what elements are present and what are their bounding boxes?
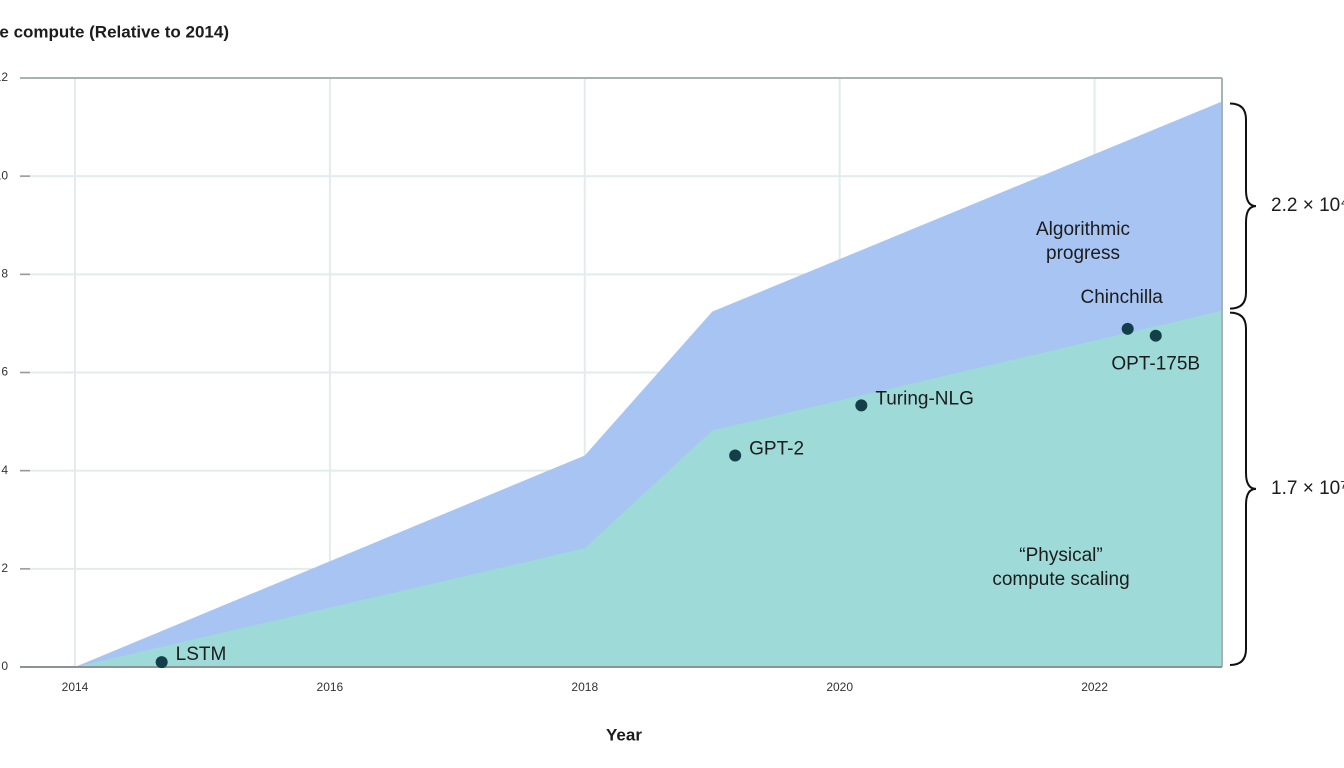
chart-title: Effective compute (Relative to 2014): [0, 22, 229, 41]
x-tick-label: 2022: [1081, 680, 1108, 694]
brace-label: 2.2 × 10⁴: [1271, 195, 1344, 216]
model-point: [1121, 322, 1134, 335]
model-point: [155, 656, 168, 669]
model-point: [855, 399, 868, 412]
area-annotation: progress: [1046, 243, 1120, 264]
area-annotation: Algorithmic: [1036, 219, 1130, 240]
x-axis-label: Year: [606, 725, 642, 744]
point-label: Chinchilla: [1081, 287, 1164, 308]
x-tick-label: 2016: [317, 680, 344, 694]
point-label: Turing-NLG: [875, 388, 974, 409]
brace: [1229, 311, 1257, 666]
y-tick-label: 12: [0, 70, 8, 84]
model-point: [1149, 329, 1162, 342]
y-tick-label: 4: [1, 463, 8, 477]
point-label: LSTM: [176, 644, 227, 665]
x-tick-label: 2020: [826, 680, 853, 694]
y-tick-label: 10: [0, 168, 8, 182]
x-tick-label: 2018: [571, 680, 598, 694]
area: [75, 310, 1222, 667]
point-label: GPT-2: [749, 438, 804, 459]
y-tick-label: 2: [1, 561, 8, 575]
point-label: OPT-175B: [1111, 354, 1200, 375]
y-tick-label: 8: [1, 267, 8, 281]
x-tick-label: 2014: [62, 680, 89, 694]
area-annotation: “Physical”: [1019, 545, 1102, 566]
y-tick-label: 6: [1, 365, 8, 379]
model-point: [729, 449, 742, 462]
brace-label: 1.7 × 10⁷: [1271, 478, 1344, 499]
y-tick-label: 0: [1, 659, 8, 673]
area-annotation: compute scaling: [992, 569, 1129, 590]
areas: [75, 101, 1222, 667]
brace: [1229, 102, 1257, 310]
